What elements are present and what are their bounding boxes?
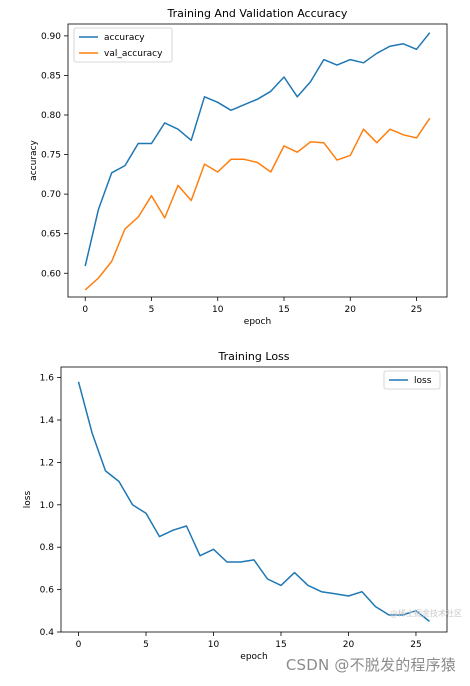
axes-frame <box>67 23 448 298</box>
y-tick-label: 1.2 <box>40 458 54 468</box>
x-tick-label: 5 <box>149 305 155 315</box>
y-tick-label: 0.60 <box>41 269 61 279</box>
series-line-accuracy <box>84 32 431 267</box>
y-tick-label: 0.6 <box>40 586 55 596</box>
y-tick-label: 0.80 <box>41 111 61 121</box>
chart-title: Training Loss <box>217 350 289 363</box>
x-tick-label: 20 <box>345 305 357 315</box>
series-line-loss <box>77 381 430 622</box>
y-tick-label: 0.4 <box>40 628 55 638</box>
y-tick-label: 0.65 <box>41 230 61 240</box>
x-tick-label: 15 <box>275 640 286 650</box>
csdn-watermark: CSDN @不脱发的程序猿 <box>285 656 456 674</box>
y-tick-label: 0.70 <box>41 190 61 200</box>
series-line-val-accuracy <box>84 117 431 291</box>
y-tick-label: 1.0 <box>40 501 55 511</box>
x-axis-label: epoch <box>244 317 271 327</box>
legend-label-loss: loss <box>414 376 432 386</box>
y-axis-label: loss <box>23 490 33 508</box>
legend-box <box>383 370 441 390</box>
x-tick-label: 0 <box>82 305 88 315</box>
legend-label-accuracy: accuracy <box>104 33 145 43</box>
y-tick-label: 0.8 <box>40 543 55 553</box>
x-tick-label: 0 <box>76 640 82 650</box>
x-tick-label: 10 <box>208 640 220 650</box>
x-tick-label: 20 <box>343 640 355 650</box>
accuracy-chart: Training And Validation Accuracy 0 5 10 15 20… <box>29 7 448 327</box>
y-tick-label: 1.4 <box>40 416 55 426</box>
y-tick-label: 0.90 <box>41 32 61 42</box>
x-tick-label: 25 <box>410 640 421 650</box>
axes-frame <box>60 366 448 633</box>
y-tick-label: 0.75 <box>41 151 61 161</box>
juejin-watermark: @稀土掘金技术社区 <box>390 609 462 618</box>
y-axis-label: accuracy <box>29 140 39 181</box>
x-tick-label: 10 <box>212 305 224 315</box>
y-tick-label: 0.85 <box>41 71 61 81</box>
x-axis-label: epoch <box>240 652 267 662</box>
x-tick-label: 25 <box>411 305 422 315</box>
x-tick-label: 5 <box>143 640 149 650</box>
chart-title: Training And Validation Accuracy <box>167 7 348 20</box>
y-tick-label: 1.6 <box>40 374 55 384</box>
legend-box <box>73 27 173 63</box>
legend-label-val-accuracy: val_accuracy <box>104 49 163 59</box>
x-tick-label: 15 <box>278 305 289 315</box>
loss-chart: Training Loss 0 5 10 15 20 25 0.4 0.6 0.8 1.0 1.2 1.… <box>23 350 448 662</box>
